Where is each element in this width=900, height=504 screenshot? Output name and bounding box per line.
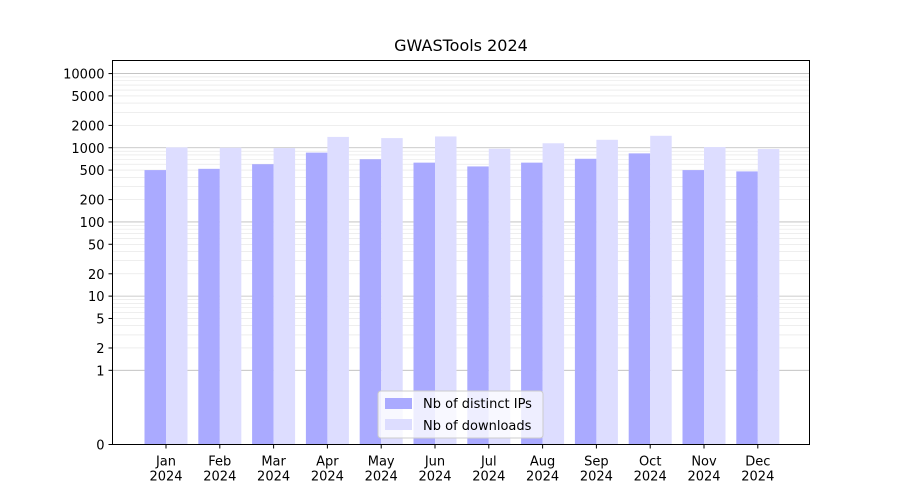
bar-downloads: [381, 138, 403, 445]
bar-downloads: [435, 136, 457, 445]
y-tick-label: 20: [88, 268, 105, 283]
bar-distinct-ips: [413, 162, 435, 445]
x-tick-label: May 2024: [365, 455, 398, 485]
x-tick-label: Oct 2024: [634, 455, 667, 485]
bar-downloads: [757, 149, 780, 445]
bar-downloads: [488, 148, 511, 445]
y-tick-label: 5000: [71, 90, 104, 105]
bar-downloads: [273, 148, 296, 445]
bar-distinct-ips: [198, 168, 220, 445]
x-tick-label: Aug 2024: [526, 455, 559, 485]
bar-distinct-ips: [574, 158, 597, 445]
bar-distinct-ips: [359, 159, 382, 445]
legend-swatch-ips: [385, 398, 412, 409]
chart-title: GWASTools 2024: [394, 36, 528, 55]
x-tick-label: Nov 2024: [687, 455, 720, 485]
y-tick-label: 0: [96, 439, 104, 454]
x-tick-label: Apr 2024: [311, 455, 344, 485]
bar-downloads: [542, 143, 565, 445]
bar-distinct-ips: [252, 164, 274, 445]
bar-distinct-ips: [467, 166, 489, 445]
y-tick-label: 100: [80, 216, 105, 231]
y-tick-label: 2: [96, 342, 104, 357]
legend-label-downloads: Nb of downloads: [423, 419, 532, 434]
x-tick-label: Dec 2024: [741, 455, 774, 485]
legend-label-ips: Nb of distinct IPs: [423, 397, 532, 412]
y-tick-label: 1: [96, 364, 104, 379]
y-tick-label: 50: [88, 238, 105, 253]
y-tick-label: 5: [96, 312, 104, 327]
legend: Nb of distinct IPs Nb of downloads: [377, 390, 544, 439]
x-tick-label: Feb 2024: [203, 455, 236, 485]
bar-downloads: [650, 135, 672, 445]
legend-frame: [377, 390, 544, 439]
bar-distinct-ips: [682, 170, 704, 445]
bar-downloads: [596, 139, 618, 445]
legend-swatch-downloads: [385, 419, 412, 430]
y-tick-label: 10000: [63, 68, 104, 83]
bar-downloads: [704, 147, 726, 445]
x-tick-label: Jan 2024: [149, 455, 182, 485]
y-tick-label: 2000: [71, 119, 104, 134]
y-tick-label: 500: [80, 164, 105, 179]
bar-downloads: [327, 136, 349, 445]
y-axis: 0 1 2 5 10 20 50 100 200 500 1000 2000 5000 10000: [63, 68, 113, 454]
x-tick-label: Sep 2024: [580, 455, 613, 485]
bar-distinct-ips: [521, 162, 543, 445]
x-axis: Jan 2024 Feb 2024 Mar 2024 Apr 2024 May 2024 Jun 20…: [149, 444, 774, 485]
bar-distinct-ips: [305, 152, 328, 445]
bars: [144, 135, 780, 445]
x-tick-label: Mar 2024: [257, 455, 290, 485]
y-tick-label: 1000: [71, 142, 104, 157]
y-tick-label: 200: [80, 194, 105, 209]
plot-frame: [112, 60, 810, 445]
bar-distinct-ips: [736, 171, 758, 445]
bar-distinct-ips: [628, 153, 651, 445]
y-tick-label: 10: [88, 290, 105, 305]
bar-downloads: [166, 147, 188, 445]
bar-downloads: [219, 147, 242, 445]
x-tick-label: Jul 2024: [472, 455, 505, 485]
x-tick-label: Jun 2024: [418, 455, 451, 485]
bar-distinct-ips: [144, 170, 166, 445]
